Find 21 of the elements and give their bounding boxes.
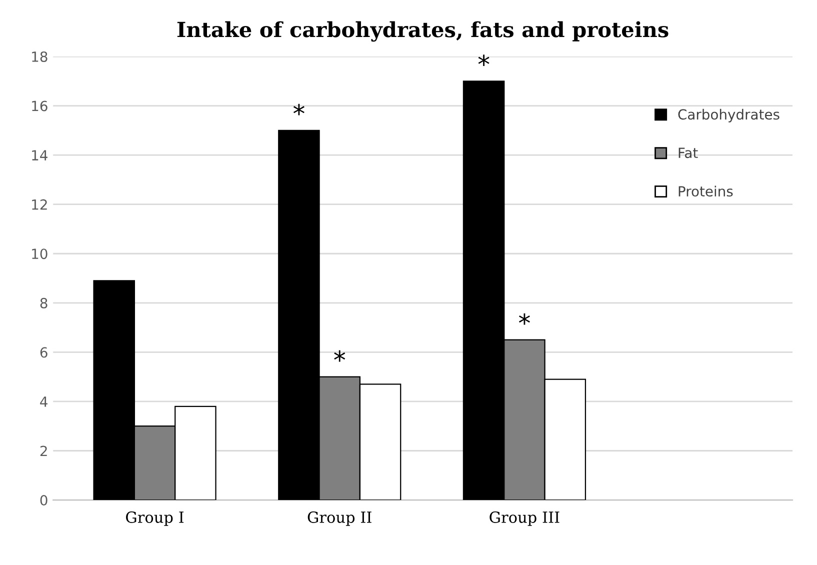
y-tick-label: 18 xyxy=(32,51,48,62)
y-tick-label: 4 xyxy=(40,396,48,407)
y-tick-label: 10 xyxy=(32,248,48,260)
y-tick-label: 12 xyxy=(32,199,47,210)
legend-label: Fat xyxy=(678,148,698,158)
x-tick-label: Group III xyxy=(490,511,560,526)
legend-label: Carbohydrates xyxy=(678,108,780,122)
y-tick-label: 2 xyxy=(40,446,47,456)
y-tick-label: 14 xyxy=(32,150,48,160)
legend-label: Proteins xyxy=(678,186,733,197)
chart-title: Intake of carbohydrates, fats and proteins xyxy=(177,21,668,42)
annotation: * xyxy=(518,313,530,325)
annotation: * xyxy=(293,104,304,116)
annotation: * xyxy=(334,350,346,362)
y-tick-label: 16 xyxy=(32,100,48,112)
annotation: * xyxy=(478,54,490,66)
y-tick-label: 8 xyxy=(40,298,48,308)
y-tick-label: 6 xyxy=(40,347,48,358)
x-tick-label: Group II xyxy=(308,511,372,526)
y-tick-label: 0 xyxy=(40,494,48,506)
x-tick-label: Group I xyxy=(126,511,184,526)
